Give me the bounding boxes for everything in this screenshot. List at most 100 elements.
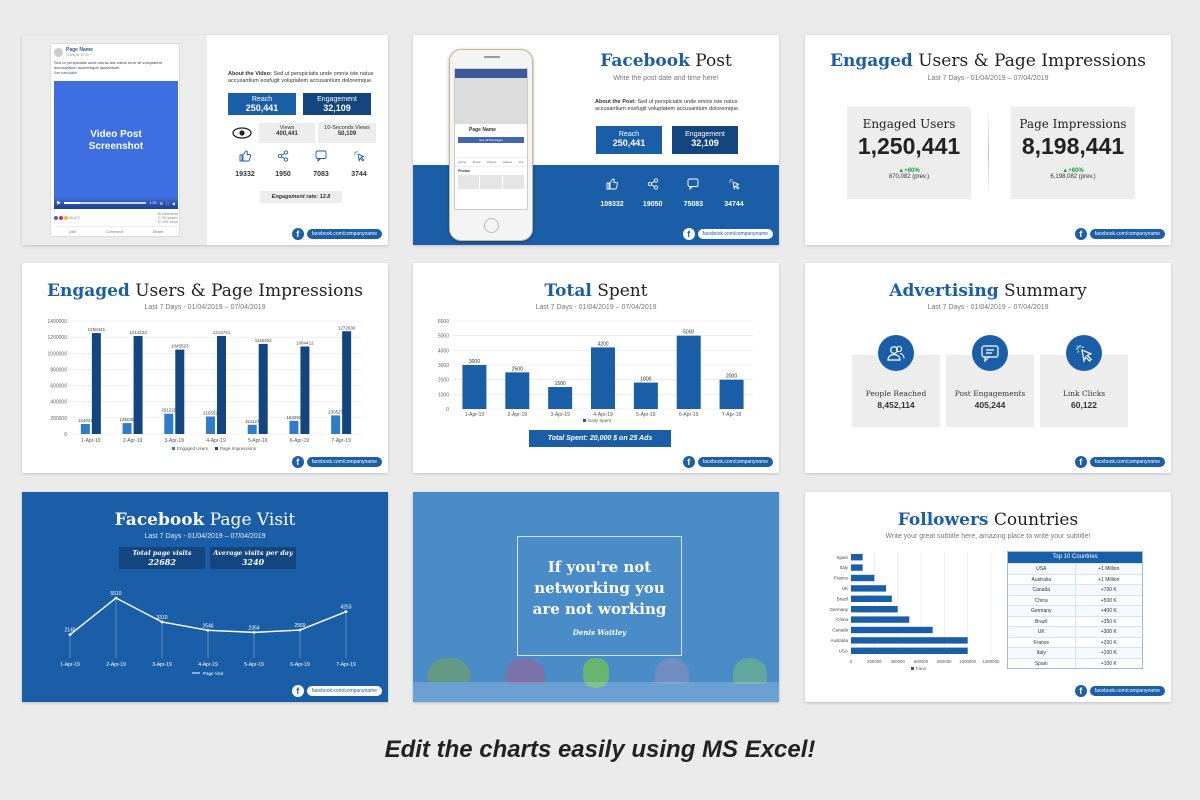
quote-author: Denis Waitley bbox=[572, 628, 627, 637]
slide-total-spent[interactable]: Total Spent Last 7 Days - 01/04/2019 – 0… bbox=[413, 263, 779, 473]
legend-swatch bbox=[911, 667, 914, 670]
wow-reaction-icon bbox=[64, 216, 68, 220]
slide-subtitle: Last 7 Days - 01/04/2019 – 07/04/2019 bbox=[927, 75, 1049, 82]
phone-tab-photos[interactable]: Photos bbox=[487, 160, 497, 164]
legend-label: Page Impressions bbox=[220, 446, 257, 451]
footer-brand: f facebook.com/companyname bbox=[291, 456, 382, 468]
data-label: 114127 bbox=[245, 419, 260, 424]
play-icon[interactable]: ▶ bbox=[57, 200, 61, 206]
phone-tab-info[interactable]: Info bbox=[518, 160, 524, 164]
video-controls: ▶ -1:20 ⚙ ⛶ ◀ bbox=[54, 197, 178, 209]
bar bbox=[851, 637, 968, 644]
x-tick-label: 1000000 bbox=[959, 659, 976, 664]
facebook-icon: f bbox=[291, 456, 304, 468]
phone-speaker bbox=[484, 56, 500, 58]
y-tick-label: 0 bbox=[64, 432, 67, 438]
share-action[interactable]: Share bbox=[152, 229, 164, 234]
post-page-name: Page Name bbox=[66, 47, 93, 53]
comment-icon bbox=[304, 149, 338, 167]
slide-title: Engaged Users & Page Impressions bbox=[830, 51, 1146, 71]
country-cell: Canada bbox=[1008, 585, 1076, 595]
video-progress-bar[interactable] bbox=[63, 202, 146, 204]
x-tick-label: 800000 bbox=[937, 659, 952, 664]
ten-sec-views-box: 10-Seconds Views 50,109 bbox=[318, 123, 376, 143]
comment-action[interactable]: Comment bbox=[105, 229, 123, 234]
x-tick-label: 2-Apr-19 bbox=[508, 412, 528, 418]
y-tick-label: 6000 bbox=[438, 319, 449, 325]
x-tick-label: 5-Apr-19 bbox=[636, 412, 656, 418]
video-area[interactable]: Video Post Screenshot ▶ -1:20 ⚙ ⛶ ◀ bbox=[54, 81, 178, 209]
click-icon bbox=[342, 149, 376, 167]
slide-title: Followers Countries bbox=[897, 510, 1079, 530]
slide-followers-countries[interactable]: Followers Countries Write your great sub… bbox=[805, 492, 1171, 702]
table-row: Brazil +350 K bbox=[1008, 615, 1142, 626]
volume-icon[interactable]: ◀ bbox=[171, 200, 175, 206]
x-tick-label: 4-Apr-19 bbox=[206, 438, 226, 444]
footer-brand: f facebook.com/companyname bbox=[682, 228, 773, 240]
top-countries-table: Top 10 Countries USA +1 Million Australia +… bbox=[1007, 551, 1143, 669]
bar bbox=[247, 424, 257, 434]
bar bbox=[851, 647, 968, 654]
footer-brand: f facebook.com/companyname bbox=[1074, 228, 1165, 240]
y-tick-label: USA bbox=[839, 648, 848, 653]
country-cell: China bbox=[1008, 595, 1076, 605]
x-tick-label: 5-Apr-19 bbox=[248, 438, 268, 444]
bar bbox=[851, 564, 863, 571]
table-row: USA +1 Million bbox=[1008, 563, 1142, 574]
like-action[interactable]: Like bbox=[68, 229, 77, 234]
settings-icon[interactable]: ⚙ bbox=[159, 200, 164, 206]
y-tick-label: Brazil bbox=[837, 596, 848, 601]
data-label: 1084412 bbox=[296, 340, 314, 345]
views-row: Views 400,441 10-Seconds Views 50,109 bbox=[228, 123, 376, 143]
slide-facebook-post[interactable]: Page Name See all Messages Home Posts Ph… bbox=[413, 35, 779, 245]
page-caption: Edit the charts easily using MS Excel! bbox=[384, 736, 816, 763]
table-row: Canada +700 K bbox=[1008, 584, 1142, 595]
phone-message-button[interactable]: See all Messages bbox=[458, 137, 524, 143]
y-tick-label: Spain bbox=[836, 555, 848, 560]
total-spent-banner: Total Spent: 20,000 $ on 25 Ads bbox=[529, 430, 671, 447]
data-label: 124021 bbox=[78, 418, 94, 423]
country-cell: Italy bbox=[1008, 648, 1076, 658]
phone-tab-posts[interactable]: Posts bbox=[472, 160, 481, 164]
footer-url: facebook.com/companyname bbox=[697, 457, 773, 467]
legend-label: Daily Spent bbox=[588, 418, 612, 423]
comments-value: 75083 bbox=[683, 201, 704, 208]
slide-engaged-users-chart[interactable]: Engaged Users & Page Impressions Last 7 … bbox=[22, 263, 388, 473]
bar bbox=[851, 554, 863, 561]
y-tick-label: UK bbox=[842, 586, 848, 591]
see-translation-link[interactable]: See translation bbox=[54, 71, 78, 75]
facebook-icon: f bbox=[682, 228, 695, 240]
data-point bbox=[160, 620, 164, 624]
bar bbox=[164, 413, 174, 434]
fullscreen-icon[interactable]: ⛶ bbox=[166, 200, 169, 206]
table-surface bbox=[413, 682, 779, 702]
comments-value: 7083 bbox=[313, 171, 329, 178]
phone-tab-home[interactable]: Home bbox=[458, 160, 467, 164]
slide-advertising-summary[interactable]: Advertising Summary Last 7 Days - 01/04/… bbox=[805, 263, 1171, 473]
followers-horizontal-bar-chart: 0 200000 400000 600000 800000 1000000 1200000 S… bbox=[829, 552, 1000, 671]
page-impressions-card: Page Impressions 8,198,441 ▲+60% 6,198,0… bbox=[1011, 107, 1135, 199]
slide-engaged-users-kpi[interactable]: Engaged Users & Page Impressions Last 7 … bbox=[805, 35, 1171, 245]
x-tick-label: 4-Apr-19 bbox=[593, 412, 613, 418]
phone-cover bbox=[455, 78, 527, 124]
facebook-icon: f bbox=[291, 228, 304, 240]
phone-home-button[interactable] bbox=[484, 218, 499, 233]
table-body: USA +1 Million Australia +1 Million Canada +7… bbox=[1008, 563, 1142, 668]
slide-video-post[interactable]: Page Name Today at 10:30 · Sed ut perspi… bbox=[22, 35, 388, 245]
phone-tab-videos[interactable]: Videos bbox=[502, 160, 513, 164]
data-point bbox=[114, 596, 118, 600]
y-tick-label: 0 bbox=[446, 407, 449, 413]
slide-page-visit[interactable]: Facebook Page Visit Last 7 Days - 01/04/… bbox=[22, 492, 388, 702]
slide-quote[interactable]: If you're not networking you are not wor… bbox=[413, 492, 779, 702]
footer-url: facebook.com/companyname bbox=[306, 686, 382, 696]
data-label: 251229 bbox=[161, 408, 177, 413]
bar bbox=[175, 349, 185, 434]
share-icon bbox=[266, 149, 300, 167]
y-tick-label: China bbox=[836, 617, 848, 622]
data-label: 4200 bbox=[597, 341, 608, 347]
likes-value: 109332 bbox=[600, 201, 624, 208]
footer-url: facebook.com/companyname bbox=[697, 229, 773, 239]
data-label: 216552 bbox=[203, 411, 219, 416]
post-time: Today at 10:30 · bbox=[66, 53, 92, 57]
data-label: 5000 bbox=[683, 330, 694, 336]
